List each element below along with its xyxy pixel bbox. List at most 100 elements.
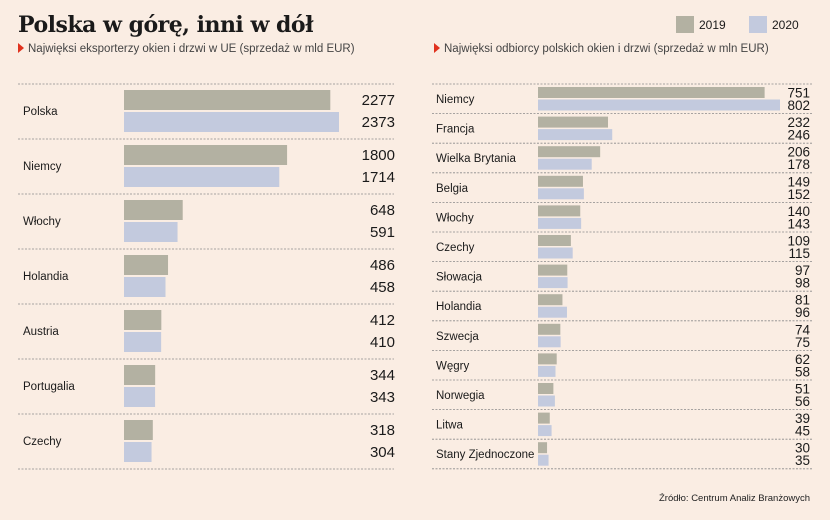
right-category-label: Węgry (436, 360, 469, 372)
left-bar-2019 (124, 145, 288, 165)
right-bar-2020 (538, 395, 555, 407)
right-category-label: Włochy (436, 212, 474, 224)
right-value-label-2019: 81 (795, 293, 810, 308)
right-category-label: Niemcy (436, 94, 475, 106)
right-value-label-2020: 178 (787, 157, 810, 172)
triangle-bullet-icon (434, 43, 440, 53)
right-value-label-2020: 45 (795, 424, 810, 439)
right-bar-2020 (538, 99, 780, 111)
right-value-label-2020: 802 (787, 98, 810, 113)
right-bar-2020 (538, 365, 556, 377)
right-category-label: Wielka Brytania (436, 153, 516, 165)
right-bar-2020 (538, 217, 582, 229)
legend-2019: 2019 (676, 16, 726, 33)
right-value-label-2019: 51 (795, 382, 810, 397)
right-category-label: Stany Zjednoczone (436, 449, 534, 461)
right-value-label-2020: 58 (795, 364, 810, 379)
left-value-label-2020: 410 (370, 334, 395, 351)
legend-2020: 2020 (749, 16, 799, 33)
left-bar-2020 (124, 167, 280, 187)
right-bar-2020 (538, 336, 561, 348)
left-value-label-2019: 412 (370, 312, 395, 329)
left-category-label: Portugalia (23, 381, 75, 393)
right-value-label-2019: 39 (795, 411, 810, 426)
right-value-label-2019: 206 (787, 145, 810, 160)
right-bar-2020 (538, 454, 549, 466)
right-value-label-2019: 149 (787, 174, 810, 189)
left-value-label-2020: 458 (370, 279, 395, 296)
right-bar-2019 (538, 175, 583, 187)
left-subtitle-text: Najwięksi eksporterzy okien i drzwi w UE… (28, 43, 355, 55)
right-value-label-2020: 115 (788, 246, 810, 261)
right-value-label-2020: 56 (795, 394, 810, 409)
left-category-label: Czechy (23, 436, 62, 448)
right-bar-2019 (538, 205, 581, 217)
left-bar-2019 (124, 90, 331, 110)
right-value-label-2019: 97 (795, 263, 810, 278)
left-value-label-2020: 1714 (362, 169, 395, 186)
left-bar-2019 (124, 255, 169, 275)
right-subtitle-text: Najwięksi odbiorcy polskich okien i drzw… (444, 43, 769, 55)
right-value-label-2020: 152 (787, 187, 810, 202)
right-bar-2020 (538, 306, 567, 318)
left-category-label: Polska (23, 106, 58, 118)
right-category-label: Litwa (436, 420, 463, 432)
right-bar-2019 (538, 146, 601, 158)
left-value-label-2019: 1800 (362, 147, 395, 164)
right-value-label-2020: 35 (795, 453, 810, 468)
right-value-label-2020: 143 (787, 216, 810, 231)
left-bar-2019 (124, 365, 156, 385)
right-value-label-2019: 232 (787, 115, 810, 130)
left-bar-2019 (124, 310, 162, 330)
right-value-label-2020: 75 (795, 335, 810, 350)
chart-title: Polska w górę, inni w dół (18, 12, 314, 38)
left-bar-2020 (124, 332, 162, 352)
left-value-label-2020: 304 (370, 444, 395, 461)
right-bar-2020 (538, 129, 613, 141)
left-value-label-2020: 2373 (362, 114, 395, 131)
left-value-label-2019: 486 (370, 257, 395, 274)
left-bar-2019 (124, 420, 153, 440)
legend-label-2019: 2019 (699, 17, 726, 32)
right-bar-2020 (538, 425, 552, 437)
right-bar-2020 (538, 247, 573, 259)
right-value-label-2019: 62 (795, 352, 810, 367)
left-value-label-2019: 344 (370, 367, 395, 384)
left-bar-2020 (124, 387, 156, 407)
right-category-label: Szwecja (436, 331, 479, 343)
right-bar-2019 (538, 235, 571, 246)
right-category-label: Francja (436, 124, 475, 136)
right-value-label-2019: 74 (795, 322, 811, 337)
right-category-label: Czechy (436, 242, 475, 254)
right-bar-2019 (538, 116, 609, 128)
right-bar-2019 (538, 412, 550, 424)
left-value-label-2019: 648 (370, 202, 395, 219)
left-bar-2020 (124, 442, 152, 462)
left-bar-2020 (124, 112, 339, 132)
left-value-label-2019: 2277 (362, 92, 395, 109)
right-bar-2020 (538, 188, 584, 200)
right-bar-2020 (538, 277, 568, 289)
right-value-label-2019: 140 (787, 204, 810, 219)
right-value-label-2019: 751 (787, 86, 810, 101)
right-bar-2019 (538, 264, 568, 276)
right-value-label-2020: 246 (787, 128, 810, 143)
right-value-label-2019: 109 (787, 234, 810, 249)
right-bar-2019 (538, 294, 563, 306)
legend-swatch-2019 (676, 16, 694, 33)
right-category-label: Belgia (436, 183, 469, 195)
left-category-label: Włochy (23, 216, 61, 228)
right-subtitle: Najwięksi odbiorcy polskich okien i drzw… (434, 43, 769, 55)
right-category-label: Norwegia (436, 390, 485, 402)
triangle-bullet-icon (18, 43, 24, 53)
right-value-label-2020: 96 (795, 305, 810, 320)
right-bar-2019 (538, 323, 561, 335)
left-bar-2020 (124, 222, 178, 242)
right-value-label-2020: 98 (795, 276, 810, 291)
right-value-label-2019: 30 (795, 441, 810, 456)
right-bar-2019 (538, 87, 765, 98)
left-category-label: Austria (23, 326, 59, 338)
right-bar-2019 (538, 442, 548, 454)
right-category-label: Słowacja (436, 272, 483, 284)
